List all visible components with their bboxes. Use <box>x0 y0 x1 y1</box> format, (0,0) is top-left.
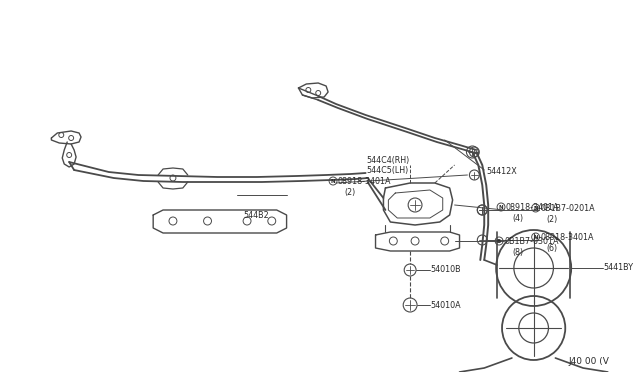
Text: (4): (4) <box>512 214 523 222</box>
Text: (8): (8) <box>512 247 523 257</box>
Text: 0B1B7-0201A: 0B1B7-0201A <box>541 203 595 212</box>
Text: N: N <box>533 234 538 240</box>
Text: 54412X: 54412X <box>486 167 517 176</box>
Text: 5441BY: 5441BY <box>604 263 634 273</box>
Text: 544B2: 544B2 <box>243 211 269 219</box>
Text: 54010B: 54010B <box>431 266 461 275</box>
Text: J40 00 (V: J40 00 (V <box>568 357 609 366</box>
Text: B: B <box>497 238 501 244</box>
Text: 08918-3401A: 08918-3401A <box>338 176 392 186</box>
Text: 08918-3401A: 08918-3401A <box>541 232 594 241</box>
Text: (6): (6) <box>547 244 557 253</box>
Text: N: N <box>331 179 335 183</box>
Text: 08918-3401A: 08918-3401A <box>506 202 559 212</box>
Text: 544C5(LH): 544C5(LH) <box>367 166 409 174</box>
Text: N: N <box>499 205 503 209</box>
Text: N: N <box>533 205 538 211</box>
Text: (2): (2) <box>547 215 557 224</box>
Text: 0B1B7-0301A: 0B1B7-0301A <box>505 237 559 246</box>
Text: 54010A: 54010A <box>431 301 461 310</box>
Text: 544C4(RH): 544C4(RH) <box>367 155 410 164</box>
Text: (2): (2) <box>344 187 355 196</box>
